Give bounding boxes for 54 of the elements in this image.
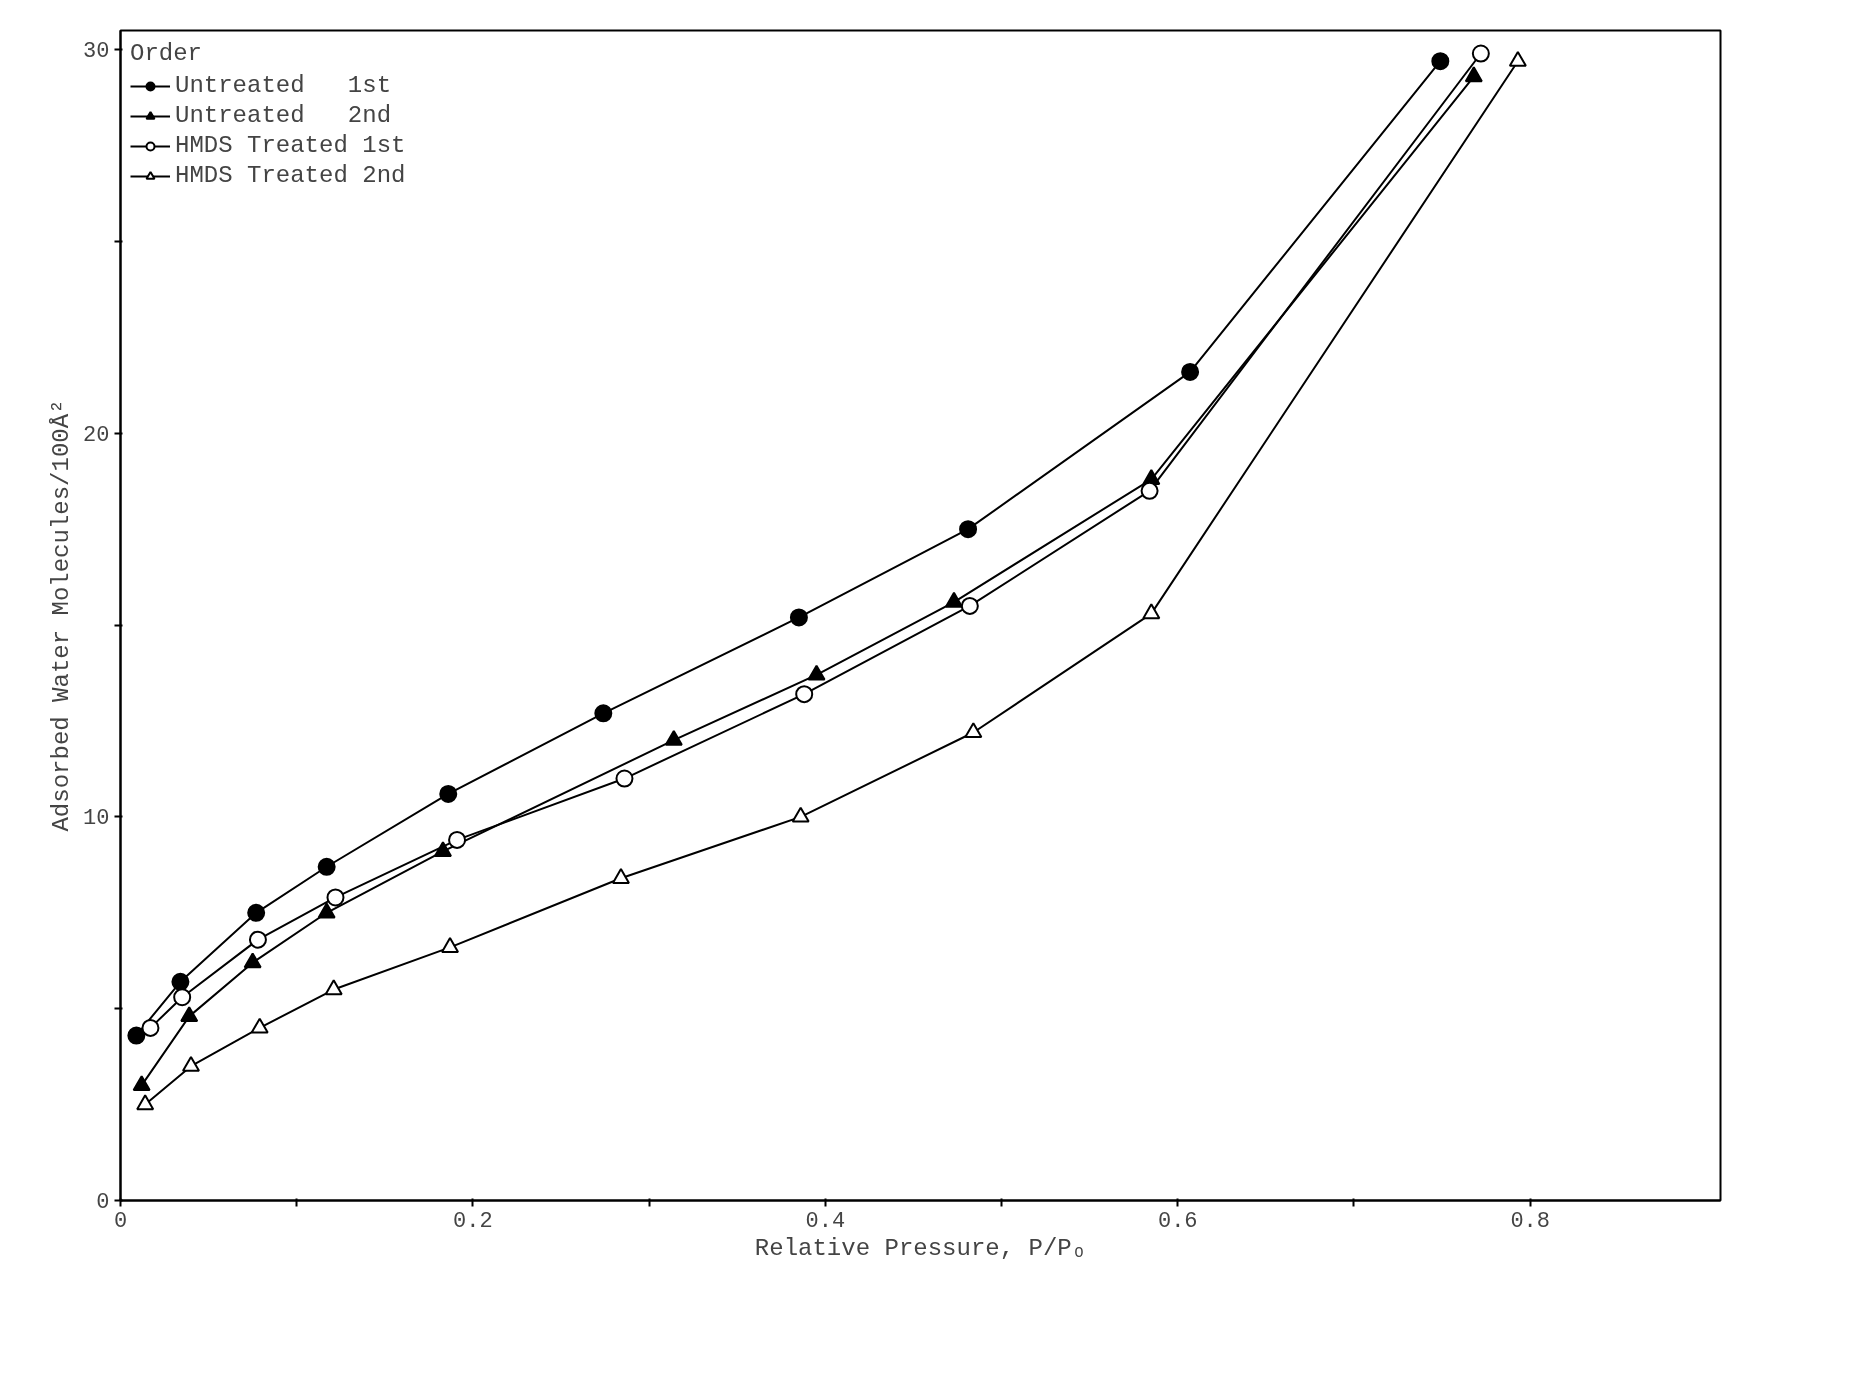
point bbox=[964, 722, 983, 739]
point bbox=[664, 729, 683, 746]
y-tick-label: 0 bbox=[96, 1190, 110, 1215]
x-tick-label: 0.8 bbox=[1510, 1208, 1550, 1234]
point bbox=[807, 664, 826, 681]
x-tick-label: 0.4 bbox=[805, 1208, 846, 1234]
point bbox=[789, 608, 808, 627]
x-tick-label: 0.2 bbox=[453, 1208, 493, 1234]
point bbox=[791, 806, 810, 823]
point bbox=[1142, 603, 1161, 620]
point bbox=[180, 1006, 199, 1022]
point bbox=[1464, 66, 1483, 83]
legend-title: Order bbox=[130, 40, 203, 67]
point bbox=[439, 784, 458, 803]
y-tick-label: 20 bbox=[83, 422, 110, 448]
point bbox=[433, 841, 452, 858]
point bbox=[441, 937, 460, 953]
x-tick-label: 0 bbox=[113, 1208, 128, 1234]
legend-label: HMDS Treated 2nd bbox=[175, 162, 406, 189]
point bbox=[1431, 52, 1450, 71]
point bbox=[171, 972, 190, 991]
point bbox=[448, 830, 467, 849]
point bbox=[795, 685, 814, 704]
point bbox=[611, 868, 630, 884]
point bbox=[136, 1094, 155, 1111]
point bbox=[141, 1018, 160, 1037]
point bbox=[594, 704, 613, 723]
legend-label: HMDS Treated 1st bbox=[175, 132, 406, 159]
y-tick-label: 10 bbox=[83, 806, 110, 832]
point bbox=[181, 1056, 200, 1072]
point bbox=[326, 888, 345, 907]
point bbox=[317, 857, 336, 876]
x-tick-label: 0.6 bbox=[1157, 1208, 1198, 1234]
point bbox=[173, 988, 192, 1007]
point bbox=[248, 930, 267, 949]
point bbox=[959, 520, 978, 539]
legend-label: Untreated 1st bbox=[175, 72, 392, 99]
point bbox=[247, 903, 266, 922]
y-tick-label: 30 bbox=[83, 39, 110, 65]
legend-label: Untreated 2nd bbox=[175, 102, 392, 129]
point bbox=[944, 591, 963, 608]
point bbox=[243, 952, 262, 969]
point bbox=[1181, 362, 1200, 381]
point bbox=[615, 769, 634, 788]
y-axis-title: Adsorbed Water Molecules/100Å² bbox=[48, 399, 76, 832]
point bbox=[132, 1075, 151, 1092]
point bbox=[127, 1026, 146, 1045]
point bbox=[960, 596, 979, 615]
x-axis-title: Relative Pressure, P/Pₒ bbox=[754, 1234, 1087, 1262]
point bbox=[317, 902, 336, 919]
point bbox=[1140, 481, 1159, 500]
point bbox=[250, 1017, 269, 1034]
point bbox=[324, 979, 343, 996]
point bbox=[1471, 44, 1490, 63]
